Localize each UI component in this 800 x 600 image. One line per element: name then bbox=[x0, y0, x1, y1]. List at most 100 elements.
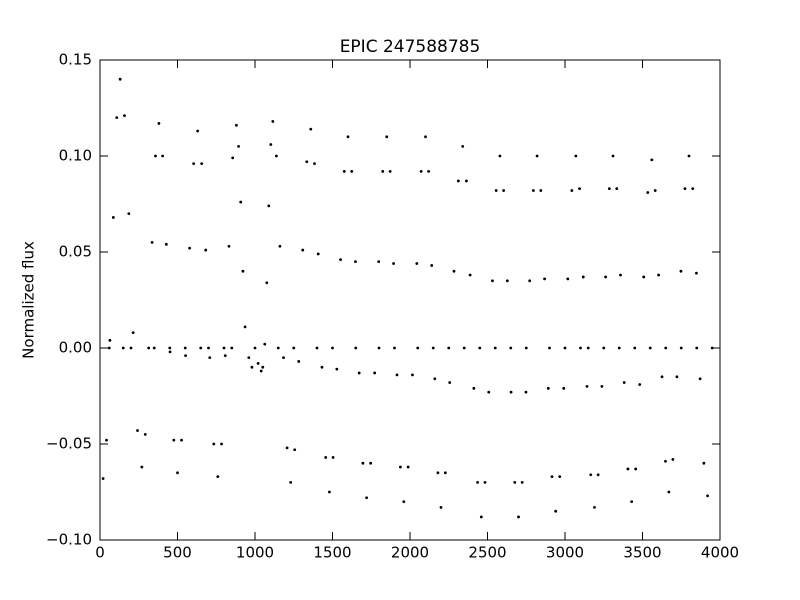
data-point bbox=[131, 331, 135, 335]
data-point bbox=[324, 456, 328, 459]
data-point bbox=[350, 169, 354, 173]
data-point bbox=[328, 490, 331, 494]
data-point bbox=[243, 325, 247, 329]
x-tick-label: 2000 bbox=[391, 544, 429, 562]
data-point bbox=[105, 438, 108, 442]
data-point bbox=[528, 279, 532, 283]
data-point bbox=[646, 191, 650, 194]
data-point bbox=[502, 189, 506, 192]
data-point bbox=[208, 356, 212, 359]
data-point bbox=[346, 135, 350, 139]
y-tick-label: 0.00 bbox=[59, 339, 92, 357]
data-point bbox=[381, 169, 385, 173]
data-point bbox=[377, 260, 381, 263]
x-tick-label: 500 bbox=[163, 544, 192, 562]
data-point bbox=[385, 135, 389, 139]
data-point bbox=[604, 275, 608, 279]
data-point bbox=[220, 442, 223, 446]
data-point bbox=[487, 390, 491, 394]
data-point bbox=[509, 390, 513, 394]
data-point bbox=[431, 346, 435, 350]
data-point bbox=[586, 346, 590, 350]
data-point bbox=[227, 244, 231, 248]
data-point bbox=[192, 162, 196, 166]
data-point bbox=[183, 346, 187, 350]
data-point bbox=[462, 346, 466, 350]
data-point bbox=[468, 273, 472, 277]
data-point bbox=[424, 135, 427, 139]
data-point bbox=[289, 481, 293, 484]
data-point bbox=[524, 346, 528, 350]
data-point bbox=[642, 275, 646, 279]
data-point bbox=[274, 154, 278, 158]
data-point bbox=[570, 189, 574, 192]
data-point bbox=[478, 346, 482, 350]
data-point bbox=[476, 481, 479, 484]
data-point bbox=[235, 123, 238, 127]
data-point bbox=[259, 369, 263, 373]
data-point bbox=[136, 429, 139, 432]
data-point bbox=[702, 461, 706, 465]
data-point bbox=[691, 187, 695, 191]
data-point bbox=[617, 346, 621, 350]
data-point bbox=[638, 383, 642, 386]
data-point bbox=[339, 258, 342, 262]
data-point bbox=[579, 346, 582, 350]
data-point bbox=[657, 273, 661, 277]
data-point bbox=[494, 189, 498, 192]
data-point bbox=[320, 365, 324, 369]
data-point bbox=[216, 475, 220, 479]
data-point bbox=[199, 346, 203, 350]
data-point bbox=[316, 252, 320, 256]
data-point bbox=[671, 457, 675, 461]
data-point bbox=[664, 459, 667, 463]
data-point bbox=[667, 490, 671, 494]
data-point bbox=[342, 169, 346, 173]
data-point bbox=[596, 473, 600, 477]
data-point bbox=[622, 381, 626, 384]
data-point bbox=[276, 346, 280, 350]
data-point bbox=[648, 346, 652, 350]
data-point bbox=[147, 346, 151, 350]
data-point bbox=[398, 465, 402, 469]
data-point bbox=[331, 346, 334, 350]
data-point bbox=[433, 377, 437, 381]
data-point bbox=[593, 505, 596, 509]
data-point bbox=[172, 438, 176, 442]
data-point bbox=[152, 346, 156, 350]
data-point bbox=[207, 346, 210, 350]
data-point bbox=[550, 475, 554, 479]
data-point bbox=[439, 505, 443, 509]
data-point bbox=[354, 346, 358, 350]
data-point bbox=[548, 346, 551, 350]
x-tick-label: 3500 bbox=[623, 544, 661, 562]
data-point bbox=[212, 442, 216, 446]
data-point bbox=[361, 461, 365, 465]
data-point bbox=[263, 342, 267, 346]
y-tick-label: 0.05 bbox=[59, 243, 92, 261]
data-point bbox=[305, 160, 309, 164]
data-point bbox=[261, 365, 265, 369]
data-point bbox=[650, 158, 654, 162]
data-point bbox=[416, 346, 420, 350]
data-point bbox=[267, 204, 271, 208]
x-tick-label: 0 bbox=[95, 544, 105, 562]
data-point bbox=[687, 154, 691, 158]
data-point bbox=[200, 162, 204, 166]
data-point bbox=[335, 367, 339, 371]
data-point bbox=[607, 187, 611, 191]
data-point bbox=[589, 473, 593, 477]
data-point bbox=[237, 145, 240, 148]
data-point bbox=[558, 475, 562, 479]
data-point bbox=[443, 471, 447, 475]
data-point bbox=[297, 360, 301, 363]
data-point bbox=[377, 346, 381, 350]
data-point bbox=[683, 187, 687, 191]
data-point bbox=[184, 354, 187, 358]
data-point bbox=[188, 246, 191, 250]
data-point bbox=[101, 477, 105, 480]
data-point bbox=[164, 242, 168, 246]
data-point bbox=[456, 179, 460, 183]
